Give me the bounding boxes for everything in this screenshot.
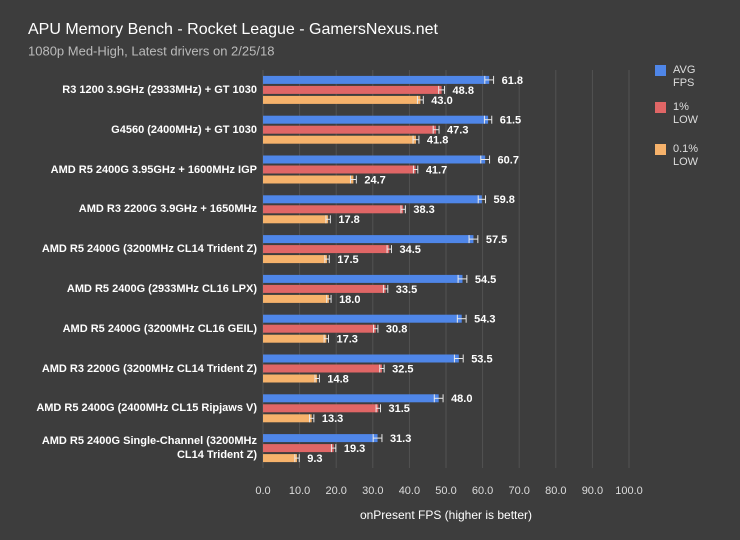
x-tick-label: 60.0 <box>472 485 493 497</box>
x-tick-label: 100.0 <box>615 485 643 497</box>
x-tick-label: 70.0 <box>508 485 529 497</box>
value-label: 54.5 <box>475 274 496 286</box>
value-label: 31.5 <box>388 403 409 415</box>
x-tick-label: 50.0 <box>435 485 456 497</box>
value-label: 53.5 <box>471 353 492 365</box>
x-tick-label: 30.0 <box>362 485 383 497</box>
bar <box>263 274 463 283</box>
bar <box>263 374 318 383</box>
value-label: 18.0 <box>339 294 360 306</box>
x-tick-label: 40.0 <box>399 485 420 497</box>
value-label: 31.3 <box>390 433 411 445</box>
value-label: 24.7 <box>364 174 385 186</box>
bar <box>263 115 489 124</box>
bar <box>263 95 421 104</box>
bar <box>263 364 382 373</box>
category-label: AMD R3 2200G 3.9GHz + 1650MHz <box>78 203 257 216</box>
value-label: 48.8 <box>453 85 474 97</box>
bar <box>263 135 416 144</box>
bar <box>263 255 328 264</box>
category-label: AMD R5 2400G (2933MHz CL16 LPX) <box>66 282 257 295</box>
category-label: AMD R5 2400G (3200MHz CL14 Trident Z) <box>41 243 257 256</box>
bar <box>263 245 390 254</box>
value-label: 17.5 <box>337 254 358 266</box>
bar <box>263 215 329 224</box>
bar <box>263 175 354 184</box>
value-label: 43.0 <box>431 95 452 107</box>
legend-label: AVG FPS <box>673 64 696 89</box>
category-label: G4560 (2400MHz) + GT 1030 <box>111 123 257 136</box>
legend-label: 1% LOW <box>673 101 699 126</box>
legend-swatch <box>655 65 666 76</box>
bar <box>263 125 437 134</box>
value-label: 41.7 <box>426 164 447 176</box>
value-label: 17.8 <box>338 214 359 226</box>
bar <box>263 434 378 443</box>
category-label: AMD R5 2400G (3200MHz CL16 GEIL) <box>62 322 257 335</box>
bar <box>263 314 462 323</box>
x-axis-label: onPresent FPS (higher is better) <box>360 508 532 522</box>
value-label: 48.0 <box>451 393 472 405</box>
bar <box>263 294 329 303</box>
category-label: AMD R5 2400G (2400MHz CL15 Ripjaws V) <box>36 402 257 415</box>
value-label: 41.8 <box>427 135 448 147</box>
x-tick-label: 10.0 <box>289 485 310 497</box>
value-label: 61.8 <box>502 75 523 87</box>
bar <box>263 155 486 164</box>
value-label: 19.3 <box>344 443 365 455</box>
value-label: 60.7 <box>498 154 519 166</box>
chart-subtitle: 1080p Med-High, Latest drivers on 2/25/1… <box>28 43 274 58</box>
value-label: 13.3 <box>322 413 343 425</box>
x-tick-label: 80.0 <box>545 485 566 497</box>
bar <box>263 454 298 463</box>
value-label: 34.5 <box>399 244 420 256</box>
value-label: 38.3 <box>413 204 434 216</box>
legend-label: 0.1% LOW <box>673 143 699 168</box>
bar <box>263 284 386 293</box>
legend-swatch <box>655 102 666 113</box>
bar <box>263 165 416 174</box>
bar <box>263 414 312 423</box>
value-label: 59.8 <box>494 194 515 206</box>
value-label: 47.3 <box>447 125 468 137</box>
bar <box>263 354 459 363</box>
x-tick-label: 20.0 <box>325 485 346 497</box>
category-label: AMD R5 2400G Single-Channel (3200MHz CL1… <box>41 435 257 462</box>
bar <box>263 85 442 94</box>
bar <box>263 75 490 84</box>
bar <box>263 195 482 204</box>
value-label: 14.8 <box>327 373 348 385</box>
bar <box>263 324 376 333</box>
value-label: 32.5 <box>392 363 413 375</box>
bar <box>263 404 379 413</box>
category-label: AMD R5 2400G 3.95GHz + 1600MHz IGP <box>50 163 257 176</box>
value-label: 54.3 <box>474 314 495 326</box>
value-label: 33.5 <box>396 284 417 296</box>
value-label: 30.8 <box>386 324 407 336</box>
bar <box>263 394 439 403</box>
bar <box>263 334 327 343</box>
bar <box>263 235 474 244</box>
value-label: 17.3 <box>337 334 358 346</box>
bar <box>263 205 404 214</box>
x-tick-label: 0.0 <box>255 485 270 497</box>
category-label: AMD R3 2200G (3200MHz CL14 Trident Z) <box>41 362 257 375</box>
legend-swatch <box>655 144 666 155</box>
x-tick-label: 90.0 <box>582 485 603 497</box>
category-label: R3 1200 3.9GHz (2933MHz) + GT 1030 <box>62 83 257 96</box>
chart-title: APU Memory Bench - Rocket League - Gamer… <box>28 21 439 38</box>
value-label: 61.5 <box>500 115 521 127</box>
value-label: 9.3 <box>307 453 322 465</box>
bar <box>263 444 334 453</box>
value-label: 57.5 <box>486 234 507 246</box>
